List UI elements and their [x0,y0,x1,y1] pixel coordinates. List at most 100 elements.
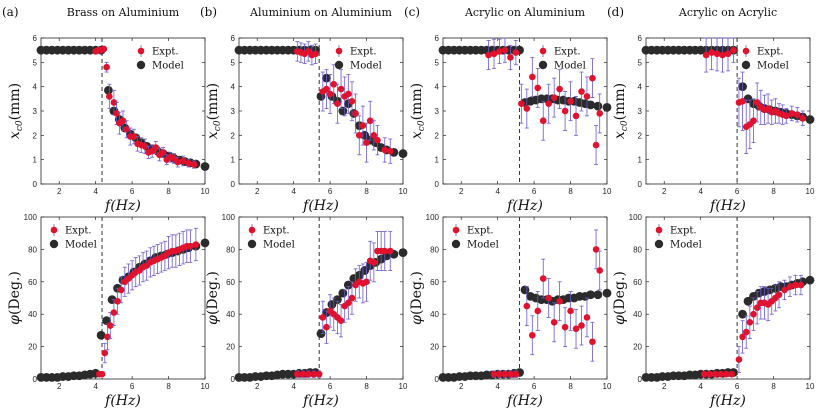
expt-point [490,50,498,58]
panel-top-3: 2 4 6 8 10 0 1 2 3 4 5 6 f(Hz) xc0(mm) (c) Acrylic on A… [404,5,612,214]
expt-point [534,307,542,315]
expt-point [793,111,801,118]
y-tick-label: 0 [231,375,236,384]
expt-point [496,370,503,378]
y-tick-label: 1 [33,156,38,165]
expt-point [528,73,536,81]
y-tick-label: 0 [435,375,440,384]
x-tick-label: 2 [57,187,62,196]
x-tick-label: 4 [495,187,500,196]
y-axis-variable: x [7,131,23,139]
expt-point [326,90,334,98]
y-tick-label: 5 [33,58,38,67]
model-point [593,290,603,300]
x-tick-label: 6 [735,382,740,391]
y-tick-label: 40 [28,310,37,319]
expt-point [750,310,757,318]
legend: Expt. Model [334,45,382,72]
expt-point [381,146,389,154]
expt-point [561,323,569,331]
y-tick-label: 1 [231,156,236,165]
y-tick-label: 1 [435,156,440,165]
expt-point [711,370,719,378]
expt-point [735,356,743,363]
x-tick-label: 4 [698,187,703,196]
x-axis-label: f(Hz) [104,393,141,409]
y-tick-label: 20 [28,343,37,352]
y-tick-label: 2 [231,131,236,140]
expt-point [337,317,345,324]
expt-point [104,333,111,341]
y-tick-label: 60 [226,278,235,287]
expt-point [797,281,805,289]
x-tick-label: 8 [166,382,171,391]
legend-expt-label: Expt. [757,47,784,58]
x-tick-label: 4 [291,187,296,196]
y-tick-label: 6 [435,34,440,43]
expt-point [190,161,198,168]
x-tick-label: 10 [201,382,210,391]
y-tick-label: 4 [638,83,643,92]
y-axis-unit: (Deg.) [612,271,628,315]
expt-point [567,97,574,105]
x-axis-label: f(Hz) [104,198,141,214]
y-tick-label: 40 [226,310,235,319]
legend-expt-marker [452,226,460,234]
expt-point [507,370,514,378]
plot-frame [442,216,608,380]
legend-expt-label: Expt. [467,226,494,237]
y-axis-label: xc0(mm) [409,83,427,139]
legend-expt-marker [539,47,547,55]
expt-point [103,63,110,71]
expt-point [706,370,714,378]
expt-point [119,117,127,125]
x-axis-label: f(Hz) [709,393,746,409]
x-tick-label: 2 [662,187,667,196]
y-axis-label: φ(Deg.) [7,271,23,325]
model-point [398,149,408,158]
expt-point [550,319,558,326]
expt-point [345,90,352,98]
legend-model-marker [247,239,257,249]
y-tick-label: 2 [435,131,440,140]
expt-point [98,370,106,378]
y-tick-label: 20 [430,343,439,352]
x-tick-label: 8 [364,187,369,196]
expt-point [490,370,498,378]
expt-point [702,51,710,59]
legend: Expt. Model [741,45,789,72]
expt-point [578,88,585,95]
x-tick-label: 10 [806,187,815,196]
expt-point [539,117,547,125]
x-tick-label: 8 [771,382,776,391]
y-axis-subscript: c0 [417,120,427,131]
expt-point [152,144,160,151]
model-point [602,288,612,298]
expt-point [323,85,330,93]
x-tick-label: 4 [291,382,296,391]
y-tick-label: 20 [633,343,642,352]
expt-point [523,302,531,310]
x-tick-label: 2 [662,382,667,391]
y-axis-unit: (mm) [7,83,23,120]
x-axis-label: f(Hz) [506,393,543,409]
expt-point [750,117,757,125]
y-axis-label: xc0(mm) [612,83,630,139]
model-point [343,280,353,290]
y-axis-variable: x [205,131,221,139]
expt-point [345,299,352,307]
expt-point [337,85,345,93]
expt-point [106,93,113,100]
y-tick-label: 80 [226,245,235,254]
expt-point [363,139,370,146]
model-point [333,295,342,305]
expt-point [114,297,121,305]
expt-point [159,149,167,156]
plot-frame [238,216,404,380]
legend-model-label: Model [263,240,295,251]
expt-point [556,85,563,93]
legend-expt-marker [335,47,343,55]
expt-point [753,99,761,106]
y-tick-label: 60 [633,278,642,287]
